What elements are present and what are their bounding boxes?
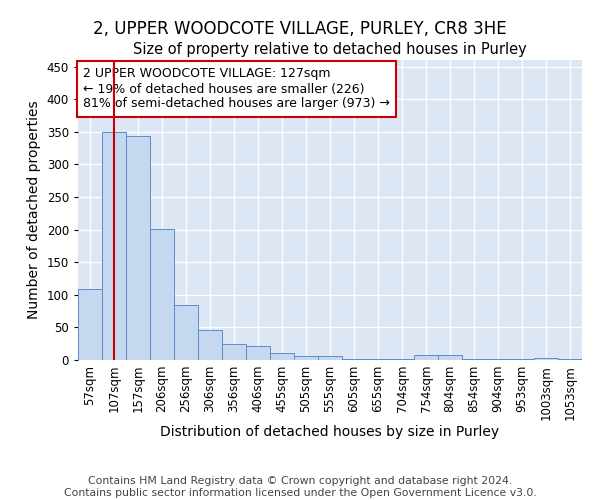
Bar <box>150 229 174 360</box>
Bar <box>222 344 246 360</box>
Bar <box>126 136 150 360</box>
Bar <box>534 358 558 360</box>
Bar <box>294 356 318 360</box>
X-axis label: Distribution of detached houses by size in Purley: Distribution of detached houses by size … <box>160 425 500 439</box>
Bar <box>174 305 198 360</box>
Title: Size of property relative to detached houses in Purley: Size of property relative to detached ho… <box>133 42 527 58</box>
Y-axis label: Number of detached properties: Number of detached properties <box>27 100 41 320</box>
Text: 2, UPPER WOODCOTE VILLAGE, PURLEY, CR8 3HE: 2, UPPER WOODCOTE VILLAGE, PURLEY, CR8 3… <box>93 20 507 38</box>
Bar <box>246 346 270 360</box>
Bar <box>318 356 342 360</box>
Bar <box>366 358 390 360</box>
Bar <box>390 358 414 360</box>
Text: 2 UPPER WOODCOTE VILLAGE: 127sqm
← 19% of detached houses are smaller (226)
81% : 2 UPPER WOODCOTE VILLAGE: 127sqm ← 19% o… <box>83 68 390 110</box>
Bar <box>438 356 462 360</box>
Text: Contains HM Land Registry data © Crown copyright and database right 2024.
Contai: Contains HM Land Registry data © Crown c… <box>64 476 536 498</box>
Bar <box>102 132 126 360</box>
Bar <box>78 289 102 360</box>
Bar <box>198 330 222 360</box>
Bar <box>270 353 294 360</box>
Bar <box>414 355 438 360</box>
